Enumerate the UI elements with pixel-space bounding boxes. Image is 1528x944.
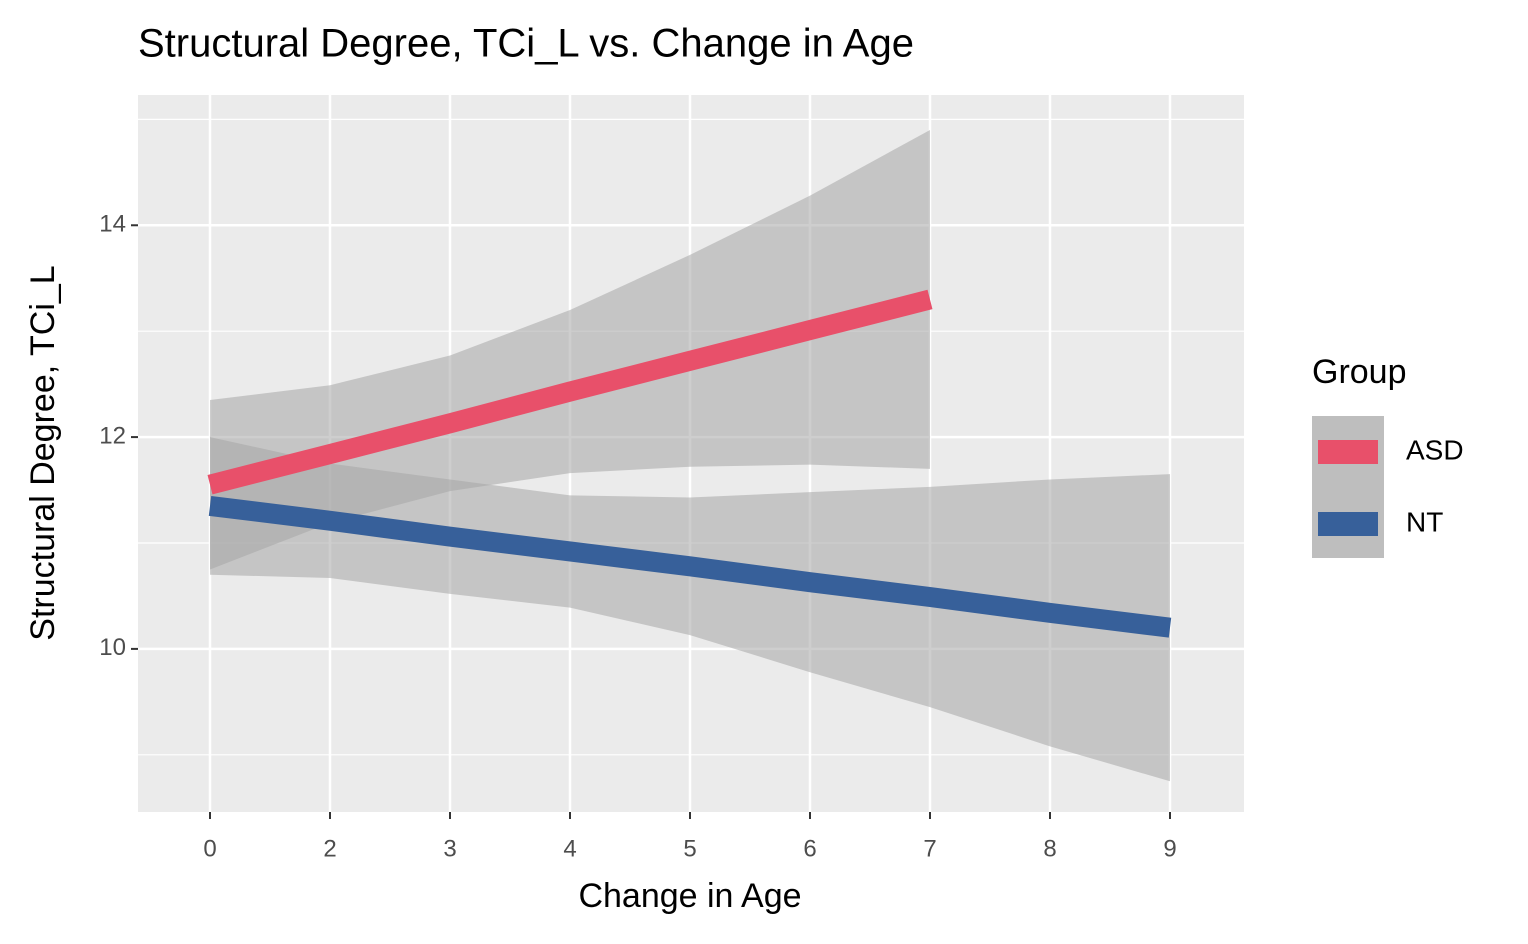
x-tick-label: 2 xyxy=(323,835,336,862)
y-tick-label: 14 xyxy=(99,211,126,238)
legend-key-background xyxy=(1312,416,1384,558)
x-axis-title: Change in Age xyxy=(578,877,801,915)
x-tick-label: 8 xyxy=(1043,835,1056,862)
legend-label: ASD xyxy=(1406,434,1464,465)
y-tick-label: 10 xyxy=(99,634,126,661)
trend-line xyxy=(207,289,933,495)
chart-title: Structural Degree, TCi_L vs. Change in A… xyxy=(138,22,914,66)
trend-line xyxy=(208,496,1172,638)
x-tick-label: 0 xyxy=(203,835,216,862)
x-tick-label: 7 xyxy=(923,835,936,862)
confidence-ribbon xyxy=(210,129,930,570)
x-tick-label: 5 xyxy=(683,835,696,862)
y-tick-label: 12 xyxy=(99,422,126,449)
confidence-ribbon xyxy=(210,437,1170,782)
x-tick-label: 9 xyxy=(1163,835,1176,862)
x-tick-label: 6 xyxy=(803,835,816,862)
legend-title: Group xyxy=(1312,353,1407,391)
legend-label: NT xyxy=(1406,506,1443,537)
x-tick-label: 3 xyxy=(443,835,456,862)
x-tick-label: 4 xyxy=(563,835,576,862)
y-axis-title: Structural Degree, TCi_L xyxy=(24,265,62,640)
